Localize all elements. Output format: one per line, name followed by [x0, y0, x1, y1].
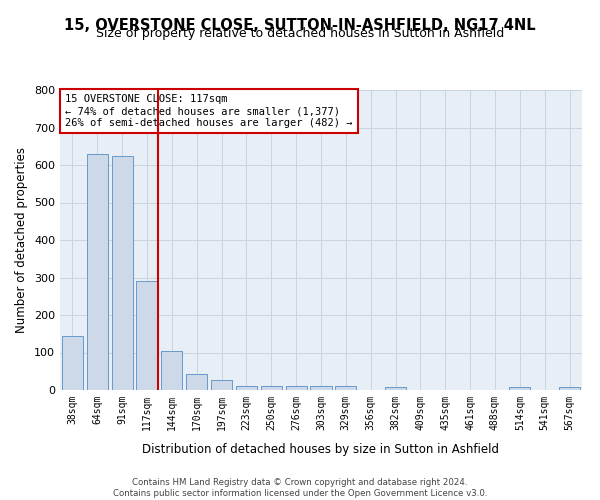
Bar	[335, 386, 356, 390]
Y-axis label: Number of detached properties: Number of detached properties	[16, 147, 28, 333]
Bar	[286, 386, 307, 390]
Text: Size of property relative to detached houses in Sutton in Ashfield: Size of property relative to detached ho…	[96, 28, 504, 40]
Bar	[186, 374, 207, 390]
Bar	[310, 386, 332, 390]
Text: 15 OVERSTONE CLOSE: 117sqm
← 74% of detached houses are smaller (1,377)
26% of s: 15 OVERSTONE CLOSE: 117sqm ← 74% of deta…	[65, 94, 353, 128]
Text: Distribution of detached houses by size in Sutton in Ashfield: Distribution of detached houses by size …	[143, 442, 499, 456]
Bar	[87, 154, 108, 390]
Text: 15, OVERSTONE CLOSE, SUTTON-IN-ASHFIELD, NG17 4NL: 15, OVERSTONE CLOSE, SUTTON-IN-ASHFIELD,…	[64, 18, 536, 32]
Bar	[236, 386, 257, 390]
Bar	[62, 336, 83, 390]
Bar	[112, 156, 133, 390]
Text: Contains HM Land Registry data © Crown copyright and database right 2024.
Contai: Contains HM Land Registry data © Crown c…	[113, 478, 487, 498]
Bar	[261, 386, 282, 390]
Bar	[385, 387, 406, 390]
Bar	[509, 387, 530, 390]
Bar	[211, 380, 232, 390]
Bar	[161, 352, 182, 390]
Bar	[559, 387, 580, 390]
Bar	[136, 281, 158, 390]
